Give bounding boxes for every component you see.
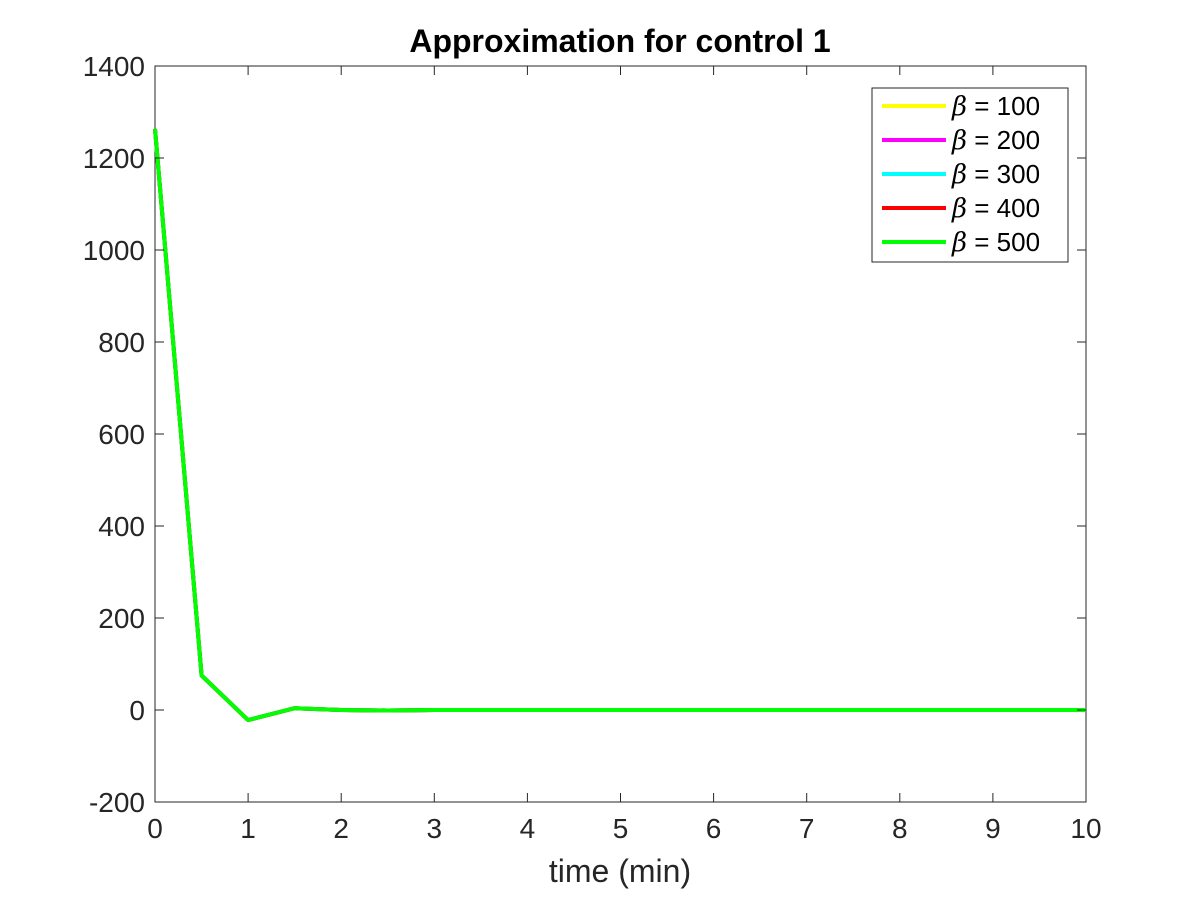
- y-tick-label: 400: [98, 511, 145, 542]
- x-tick-label: 8: [892, 813, 908, 844]
- tick-layer: 0 1 2 3 4 5 6 7 8 9 10-200020040060080010001200140…: [83, 51, 1102, 844]
- legend-label: β = 500: [951, 227, 1040, 258]
- legend-entry: β = 200: [882, 125, 1040, 156]
- legend-entry: β = 400: [882, 193, 1040, 224]
- x-tick-label: 7: [799, 813, 815, 844]
- legend-entry: β = 100: [882, 91, 1040, 122]
- y-tick-label: -200: [89, 787, 145, 818]
- x-tick-label: 0: [147, 813, 163, 844]
- y-tick-label: 600: [98, 419, 145, 450]
- x-tick-label: 2: [333, 813, 349, 844]
- x-tick-label: 3: [427, 813, 443, 844]
- x-tick-label: 4: [520, 813, 536, 844]
- y-tick-label: 1200: [83, 143, 145, 174]
- legend-entry: β = 300: [882, 159, 1040, 190]
- legend-symbol: β: [951, 126, 967, 156]
- x-tick-label: 5: [613, 813, 629, 844]
- y-tick-label: 1400: [83, 51, 145, 82]
- legend-label: β = 300: [951, 159, 1040, 190]
- legend-label: β = 400: [951, 193, 1040, 224]
- legend-symbol: β: [951, 92, 967, 122]
- legend-symbol: β: [951, 160, 967, 190]
- y-tick-label: 1000: [83, 235, 145, 266]
- legend-value: = 100: [967, 91, 1040, 121]
- y-tick-label: 0: [129, 695, 145, 726]
- legend-value: = 500: [967, 227, 1040, 257]
- legend-symbol: β: [951, 228, 967, 258]
- legend-value: = 200: [967, 125, 1040, 155]
- x-tick-label: 1: [240, 813, 256, 844]
- x-tick-label: 6: [706, 813, 722, 844]
- legend-label: β = 100: [951, 91, 1040, 122]
- y-tick-label: 200: [98, 603, 145, 634]
- legend-symbol: β: [951, 194, 967, 224]
- series-line-5: [153, 128, 1086, 723]
- legend-value: = 400: [967, 193, 1040, 223]
- x-axis-label: time (min): [549, 853, 691, 889]
- legend-entry: β = 500: [882, 227, 1040, 258]
- series-layer: [153, 128, 1086, 723]
- x-tick-label: 10: [1070, 813, 1101, 844]
- chart-title: Approximation for control 1: [409, 23, 830, 59]
- legend-value: = 300: [967, 159, 1040, 189]
- y-tick-label: 800: [98, 327, 145, 358]
- x-tick-label: 9: [985, 813, 1001, 844]
- legend-label: β = 200: [951, 125, 1040, 156]
